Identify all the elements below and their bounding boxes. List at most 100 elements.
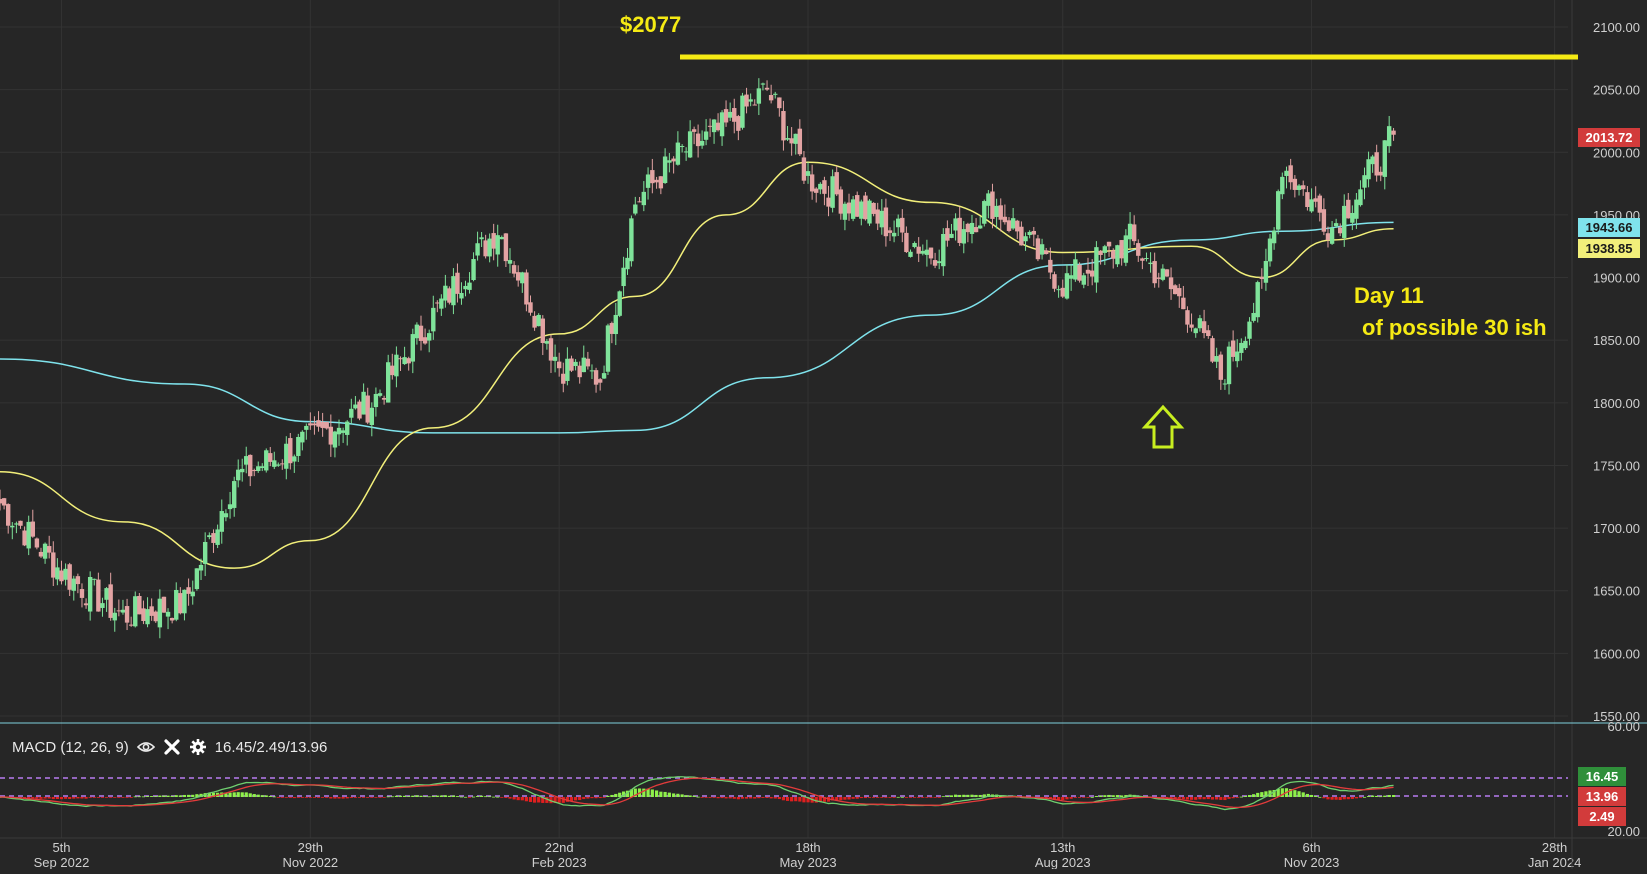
candle-down [1206, 325, 1211, 339]
candle-down [96, 572, 101, 612]
candle-up [475, 231, 480, 261]
candle-up [431, 295, 436, 340]
candle-up [219, 499, 224, 544]
macd-tag-signal: 13.96 [1578, 787, 1626, 806]
macd-tag-histogram: 2.49 [1578, 807, 1626, 826]
macd-histogram-bar [496, 796, 500, 798]
macd-histogram-bar [325, 797, 329, 798]
macd-histogram-bar [790, 797, 794, 802]
candle-up [1333, 218, 1339, 229]
macd-histogram-bar [561, 797, 565, 803]
close-icon[interactable] [163, 738, 181, 756]
candle-up [133, 591, 138, 628]
macd-histogram-bar [353, 797, 358, 798]
macd-histogram-bar [451, 795, 456, 797]
macd-histogram-bar [1198, 797, 1202, 800]
candle-down [863, 191, 868, 221]
macd-histogram-bar [272, 796, 276, 798]
macd-histogram-bar [557, 797, 561, 803]
candle-down [1168, 267, 1174, 300]
price-tick-label: 2050.00 [1593, 83, 1640, 98]
macd-histogram-bar [467, 797, 472, 798]
date-tick-day: 18th [795, 840, 820, 855]
macd-histogram-bar [349, 797, 353, 798]
candle-down [1002, 204, 1008, 225]
candle-down [883, 198, 889, 247]
macd-histogram-bar [370, 797, 374, 798]
macd-histogram-bar [145, 796, 150, 797]
candle-up [345, 420, 350, 446]
candle-up [1023, 232, 1028, 251]
candle-down [79, 583, 85, 608]
macd-header: MACD (12, 26, 9) 16.45/2.49/13.96 [12, 736, 327, 758]
macd-histogram-bar [304, 797, 308, 798]
candle-up [174, 582, 179, 622]
candle-up [223, 509, 229, 522]
candle-up [645, 167, 651, 200]
macd-histogram-bar [1206, 797, 1210, 800]
candle-up [662, 148, 668, 184]
macd-histogram-bar [684, 795, 688, 797]
macd-histogram-bar [500, 797, 504, 798]
candle-up [977, 216, 983, 229]
candle-down [503, 233, 509, 267]
candle-up [55, 558, 60, 586]
macd-histogram-bar [100, 797, 105, 798]
candle-down [67, 562, 72, 596]
candle-up [463, 280, 468, 297]
macd-histogram-bar [232, 792, 236, 797]
candle-up [369, 402, 375, 437]
candle-down [945, 220, 950, 247]
candle-up [613, 303, 618, 346]
macd-histogram-bar [195, 794, 199, 797]
macd-histogram-bar [423, 796, 427, 798]
macd-histogram-bar [366, 797, 370, 798]
macd-histogram-bar [532, 797, 537, 803]
macd-histogram-bar [962, 794, 966, 797]
eye-icon[interactable] [136, 738, 155, 756]
macd-histogram-bar [859, 797, 863, 799]
candle-up [920, 244, 925, 256]
candle-up [1094, 241, 1099, 293]
macd-histogram-bar [35, 797, 39, 799]
candle-down [752, 99, 757, 106]
macd-histogram-bar [345, 797, 349, 799]
candle-down [928, 247, 934, 265]
macd-histogram-bar [1243, 796, 1248, 797]
gear-icon[interactable] [189, 738, 207, 756]
macd-histogram-bar [47, 797, 51, 799]
candle-down [141, 600, 146, 625]
macd-histogram-bar [855, 797, 859, 799]
candle-down [736, 114, 741, 141]
candle-up [785, 126, 790, 141]
candle-up [969, 214, 975, 244]
macd-histogram-bar [1314, 795, 1318, 797]
date-tick-month: Nov 2022 [283, 855, 339, 869]
candle-up [377, 389, 383, 398]
macd-pane [0, 776, 1568, 811]
candle-up [912, 241, 917, 249]
candle-up [236, 459, 241, 488]
macd-histogram-bar [802, 797, 806, 803]
candle-down [248, 454, 253, 487]
macd-histogram-bar [876, 797, 880, 798]
macd-histogram-bar [1223, 797, 1227, 801]
candle-up [719, 110, 725, 146]
macd-histogram-bar [610, 794, 614, 797]
date-tick-day: 13th [1050, 840, 1075, 855]
candle-up [479, 232, 484, 247]
candle-down [1185, 306, 1190, 333]
macd-histogram-bar [1371, 795, 1375, 797]
macd-histogram-bar [708, 797, 712, 798]
macd-histogram-bar [569, 797, 574, 802]
macd-histogram-bar [68, 797, 72, 799]
candle-down [398, 356, 403, 372]
candle-up [589, 364, 595, 380]
macd-histogram-bar [606, 795, 610, 797]
macd-histogram-bar [949, 795, 954, 797]
candle-down [1119, 240, 1124, 266]
candle-up [1068, 264, 1074, 291]
macd-histogram-bar [1185, 797, 1190, 800]
candle-up [1366, 151, 1371, 188]
